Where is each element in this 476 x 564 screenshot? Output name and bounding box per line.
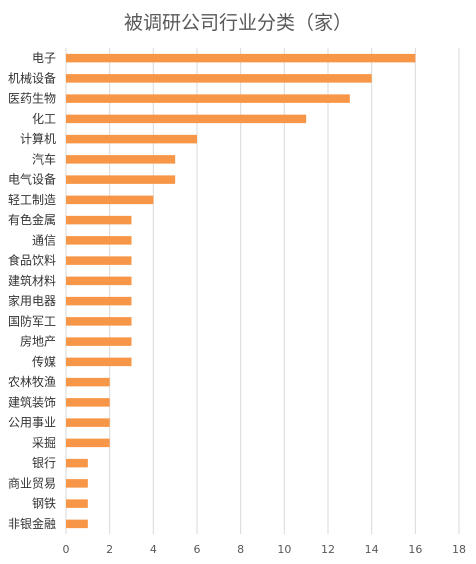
bar — [66, 215, 132, 225]
bar — [66, 458, 88, 468]
bar — [66, 317, 132, 326]
chart-title: 被调研公司行业分类（家） — [123, 12, 352, 34]
bar — [66, 499, 88, 508]
bar — [66, 377, 110, 387]
bar — [66, 114, 307, 124]
bar — [66, 296, 132, 306]
category-label: 化工 — [32, 112, 56, 126]
x-tick-label: 14 — [365, 543, 379, 556]
category-label: 农林牧渔 — [8, 375, 56, 389]
x-tick-label: 4 — [150, 543, 157, 556]
category-label: 钢铁 — [32, 497, 56, 511]
category-label: 建筑材料 — [8, 273, 56, 288]
bar — [66, 175, 176, 184]
category-label: 建筑装饰 — [8, 394, 56, 409]
bar — [66, 337, 132, 346]
category-label: 银行 — [32, 456, 56, 470]
category-label: 电子 — [32, 51, 56, 65]
bar — [66, 479, 88, 488]
bar — [66, 519, 88, 529]
category-label: 机械设备 — [8, 70, 56, 85]
bar — [66, 53, 416, 63]
category-label: 医药生物 — [8, 92, 56, 106]
category-label: 传媒 — [32, 354, 56, 369]
bar — [66, 357, 132, 367]
bar — [66, 155, 176, 164]
category-label: 食品饮料 — [8, 253, 56, 268]
x-tick-label: 16 — [408, 543, 422, 556]
bar — [66, 94, 350, 103]
x-tick-label: 12 — [321, 543, 335, 556]
bar — [66, 74, 372, 83]
category-label: 轻工制造 — [8, 193, 56, 207]
category-label: 家用电器 — [8, 293, 56, 308]
category-label: 国防军工 — [8, 313, 56, 328]
category-label: 电气设备 — [8, 172, 56, 187]
x-tick-label: 2 — [106, 543, 113, 556]
category-label: 汽车 — [32, 151, 56, 166]
bar — [66, 418, 110, 427]
bar — [66, 256, 132, 265]
bar — [66, 236, 132, 245]
bar — [66, 195, 154, 205]
x-tick-label: 8 — [237, 543, 244, 556]
x-tick-label: 18 — [452, 543, 466, 556]
category-label: 公用事业 — [8, 416, 56, 430]
category-label: 非银金融 — [8, 516, 56, 531]
category-label: 商业贸易 — [8, 475, 56, 490]
x-tick-label: 0 — [63, 543, 70, 556]
category-label: 采掘 — [32, 435, 56, 450]
x-tick-label: 10 — [277, 543, 291, 556]
category-label: 房地产 — [20, 334, 56, 349]
bar — [66, 134, 197, 144]
category-label: 有色金属 — [8, 212, 56, 227]
category-label: 通信 — [32, 233, 56, 247]
bar — [66, 276, 132, 286]
bar — [66, 398, 110, 407]
category-label: 计算机 — [20, 131, 56, 146]
x-tick-label: 6 — [194, 543, 201, 556]
bar — [66, 438, 110, 448]
